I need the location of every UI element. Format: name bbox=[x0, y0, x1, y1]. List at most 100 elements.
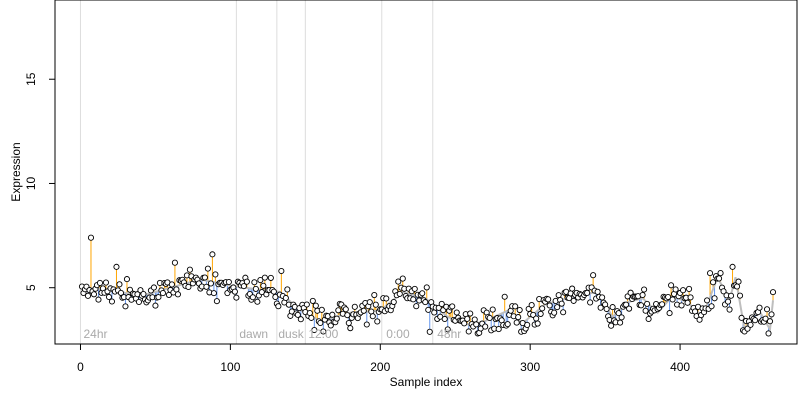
data-point-285 bbox=[504, 321, 511, 328]
data-point-212 bbox=[395, 278, 402, 285]
data-point-392 bbox=[665, 293, 672, 301]
data-point-61 bbox=[168, 281, 175, 288]
data-point-168 bbox=[329, 311, 336, 318]
data-point-291 bbox=[513, 319, 520, 326]
data-point-245 bbox=[444, 326, 451, 333]
data-point-432 bbox=[724, 298, 732, 305]
data-point-215 bbox=[399, 275, 406, 282]
data-point-316 bbox=[551, 309, 558, 316]
data-point-228 bbox=[419, 290, 426, 297]
data-point-450 bbox=[751, 317, 759, 324]
data-point-49 bbox=[150, 284, 157, 291]
annotation-1: dawn bbox=[239, 327, 268, 341]
data-point-256 bbox=[461, 320, 468, 327]
data-point-251 bbox=[453, 309, 460, 316]
annotation-labels: 24hr dawn dusk 12:00 0:00 48hr bbox=[83, 327, 461, 341]
data-point-393 bbox=[666, 310, 673, 317]
data-point-318 bbox=[554, 304, 561, 311]
data-point-50 bbox=[152, 302, 159, 309]
data-point-367 bbox=[627, 289, 634, 296]
data-point-264 bbox=[473, 321, 480, 328]
data-point-193 bbox=[366, 299, 373, 306]
data-point-364 bbox=[623, 301, 630, 308]
data-point-85 bbox=[204, 265, 211, 272]
plot-frame bbox=[54, 0, 798, 345]
data-point-151 bbox=[303, 301, 310, 308]
data-point-248 bbox=[449, 303, 456, 310]
data-point-355 bbox=[609, 304, 616, 311]
data-point-134 bbox=[278, 267, 285, 275]
data-point-421 bbox=[708, 303, 715, 310]
data-point-84 bbox=[203, 283, 210, 290]
data-point-52 bbox=[155, 294, 162, 301]
data-point-307 bbox=[537, 310, 544, 317]
data-point-116 bbox=[251, 279, 258, 286]
data-point-30 bbox=[122, 303, 129, 310]
data-point-89 bbox=[210, 290, 217, 297]
data-point-189 bbox=[360, 307, 367, 314]
data-point-177 bbox=[342, 306, 349, 313]
data-point-305 bbox=[534, 320, 541, 327]
data-point-308 bbox=[539, 305, 546, 312]
data-point-104 bbox=[233, 294, 240, 301]
data-point-31 bbox=[123, 276, 131, 283]
data-point-375 bbox=[639, 291, 646, 299]
data-point-458 bbox=[763, 306, 771, 313]
data-point-438 bbox=[733, 283, 741, 290]
y-axis: 5 10 15 bbox=[24, 72, 56, 291]
data-point-179 bbox=[345, 319, 352, 327]
data-point-72 bbox=[185, 283, 192, 291]
data-point-196 bbox=[371, 291, 378, 299]
data-point-423 bbox=[711, 295, 718, 302]
annotation-3: 12:00 bbox=[308, 327, 338, 341]
data-point-17 bbox=[102, 279, 110, 286]
data-point-441 bbox=[738, 314, 745, 321]
data-point-33 bbox=[126, 286, 133, 293]
data-point-40 bbox=[137, 287, 144, 294]
data-point-388 bbox=[659, 301, 666, 308]
data-point-132 bbox=[275, 303, 282, 310]
data-point-366 bbox=[626, 305, 633, 312]
data-point-293 bbox=[516, 306, 523, 314]
data-point-347 bbox=[597, 304, 604, 311]
x-tick-label-300: 300 bbox=[520, 360, 540, 374]
data-point-312 bbox=[545, 296, 552, 303]
data-point-115 bbox=[249, 294, 256, 301]
data-point-19 bbox=[105, 293, 113, 301]
data-point-178 bbox=[344, 312, 351, 319]
data-point-129 bbox=[270, 288, 277, 295]
data-point-439 bbox=[735, 278, 742, 285]
data-point-122 bbox=[260, 282, 267, 289]
data-point-13 bbox=[96, 279, 104, 287]
data-point-328 bbox=[569, 285, 576, 292]
data-point-273 bbox=[486, 314, 493, 321]
data-point-156 bbox=[311, 326, 318, 334]
data-point-429 bbox=[720, 288, 727, 295]
data-point-171 bbox=[333, 315, 340, 322]
data-point-162 bbox=[320, 328, 327, 335]
data-point-195 bbox=[369, 313, 376, 320]
data-point-224 bbox=[413, 303, 420, 310]
data-point-321 bbox=[558, 300, 565, 307]
data-point-322 bbox=[560, 309, 567, 316]
data-point-345 bbox=[594, 288, 601, 295]
data-point-290 bbox=[512, 303, 519, 310]
data-point-120 bbox=[257, 277, 264, 284]
data-point-160 bbox=[317, 319, 324, 326]
data-point-118 bbox=[254, 298, 261, 305]
y-tick-label-15: 15 bbox=[24, 72, 38, 86]
data-point-232 bbox=[425, 306, 432, 313]
data-point-55 bbox=[159, 290, 166, 297]
data-point-422 bbox=[710, 279, 717, 286]
data-points bbox=[78, 234, 777, 337]
data-point-183 bbox=[351, 303, 358, 310]
data-point-420 bbox=[707, 270, 714, 277]
data-point-453 bbox=[756, 304, 763, 311]
data-point-109 bbox=[240, 283, 247, 290]
data-point-12 bbox=[95, 296, 102, 303]
data-point-275 bbox=[489, 306, 496, 313]
data-point-360 bbox=[617, 319, 624, 326]
data-point-223 bbox=[411, 285, 418, 292]
data-point-138 bbox=[284, 286, 291, 293]
data-point-155 bbox=[309, 297, 316, 304]
